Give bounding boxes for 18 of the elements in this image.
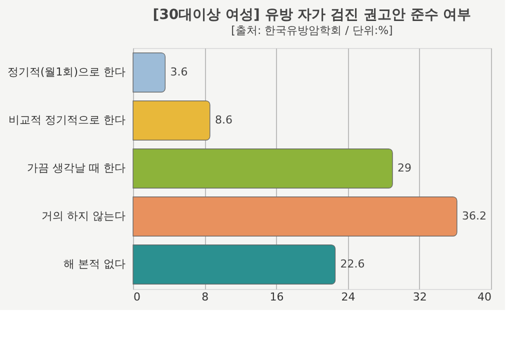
data-label: 29 <box>398 162 412 174</box>
y-tick-label: 거의 하지 않는다 <box>42 210 126 223</box>
chart-title: [30대이상 여성] 유방 자가 검진 권고안 준수 여부 <box>152 7 472 23</box>
x-tick-label: 0 <box>134 290 140 304</box>
data-label: 22.6 <box>340 258 365 271</box>
chart-subtitle: [출처: 한국유방암학회 / 단위:%] <box>231 24 393 37</box>
data-label: 36.2 <box>462 210 486 223</box>
y-tick-label: 비교적 정기적으로 한다 <box>8 113 126 126</box>
y-tick-label: 해 본적 없다 <box>64 258 126 271</box>
y-tick-label: 정기적(월1회)으로 한다 <box>7 65 126 78</box>
data-label: 8.6 <box>214 113 232 126</box>
x-tick-label: 8 <box>202 290 209 304</box>
x-tick-label: 40 <box>478 290 492 304</box>
y-tick-label: 가끔 생각날 때 한다 <box>27 162 126 174</box>
data-label: 3.6 <box>170 65 188 78</box>
x-tick-label: 16 <box>270 290 284 304</box>
x-tick-label: 32 <box>412 290 427 304</box>
x-tick-label: 24 <box>341 290 356 304</box>
